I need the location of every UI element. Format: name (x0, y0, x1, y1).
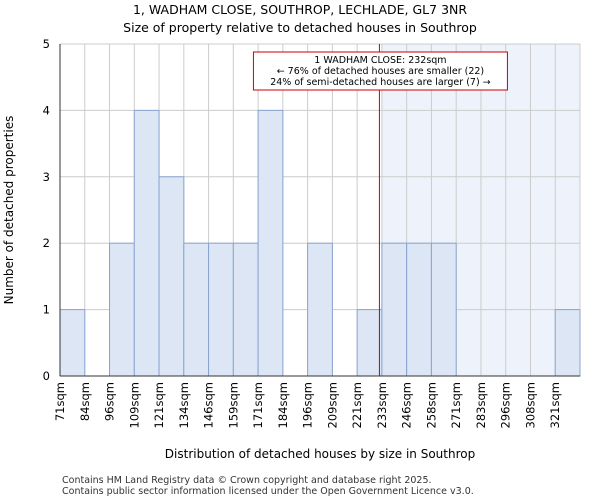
x-tick-label: 171sqm (251, 382, 265, 428)
x-tick-label: 84sqm (78, 382, 92, 421)
x-tick-label: 196sqm (301, 382, 315, 428)
annotation-line-1: 1 WADHAM CLOSE: 232sqm (314, 55, 446, 66)
x-tick-label: 296sqm (499, 382, 513, 428)
chart-title: 1, WADHAM CLOSE, SOUTHROP, LECHLADE, GL7… (133, 2, 467, 17)
x-tick-label: 321sqm (548, 382, 562, 428)
y-tick-label: 4 (43, 103, 50, 117)
bar-109sqm (133, 109, 160, 377)
x-tick-label: 121sqm (152, 382, 166, 428)
x-tick-label: 246sqm (400, 382, 414, 428)
annotation-box: 1 WADHAM CLOSE: 232sqm ← 76% of detached… (252, 51, 508, 91)
x-tick-label: 221sqm (350, 382, 364, 428)
footer-line-1: Contains HM Land Registry data © Crown c… (62, 475, 432, 486)
x-tick-label: 184sqm (276, 382, 290, 428)
x-tick-label: 308sqm (523, 382, 537, 428)
footer-line-2: Contains public sector information licen… (62, 486, 474, 497)
x-tick-label: 109sqm (127, 382, 141, 428)
y-tick-label: 0 (43, 369, 50, 383)
x-tick-label: 209sqm (325, 382, 339, 428)
bar-258sqm (430, 242, 457, 377)
bar-96sqm (109, 242, 135, 377)
bar-321sqm (554, 309, 581, 377)
bar-171sqm (257, 109, 284, 377)
bar-159sqm (232, 242, 259, 377)
bar-233sqm (381, 242, 408, 377)
x-tick-label: 271sqm (449, 382, 463, 428)
y-tick-label: 3 (43, 170, 50, 184)
bar-121sqm (158, 176, 185, 377)
x-tick-label: 146sqm (202, 382, 216, 428)
y-tick-label: 1 (43, 303, 50, 317)
chart-subtitle: Size of property relative to detached ho… (123, 20, 477, 35)
y-axis-label: Number of detached properties (2, 116, 16, 305)
bar-196sqm (307, 242, 333, 377)
bar-221sqm (356, 309, 383, 377)
x-tick-label: 159sqm (226, 382, 240, 428)
y-tick-label: 2 (43, 236, 50, 250)
x-axis-label: Distribution of detached houses by size … (165, 447, 475, 461)
bar-134sqm (183, 242, 210, 377)
bar-71sqm (59, 309, 86, 377)
x-tick-label: 258sqm (424, 382, 438, 428)
y-tick-label: 5 (43, 37, 50, 51)
annotation-line-2: ← 76% of detached houses are smaller (22… (277, 66, 484, 77)
x-tick-label: 71sqm (53, 382, 67, 421)
bar-146sqm (208, 242, 234, 377)
x-tick-label: 134sqm (177, 382, 191, 428)
x-tick-label: 96sqm (103, 382, 117, 421)
annotation-line-3: 24% of semi-detached houses are larger (… (270, 77, 490, 88)
annotation-border (252, 51, 508, 91)
bar-246sqm (406, 242, 432, 377)
x-tick-label: 233sqm (375, 382, 389, 428)
x-tick-label: 283sqm (474, 382, 488, 428)
